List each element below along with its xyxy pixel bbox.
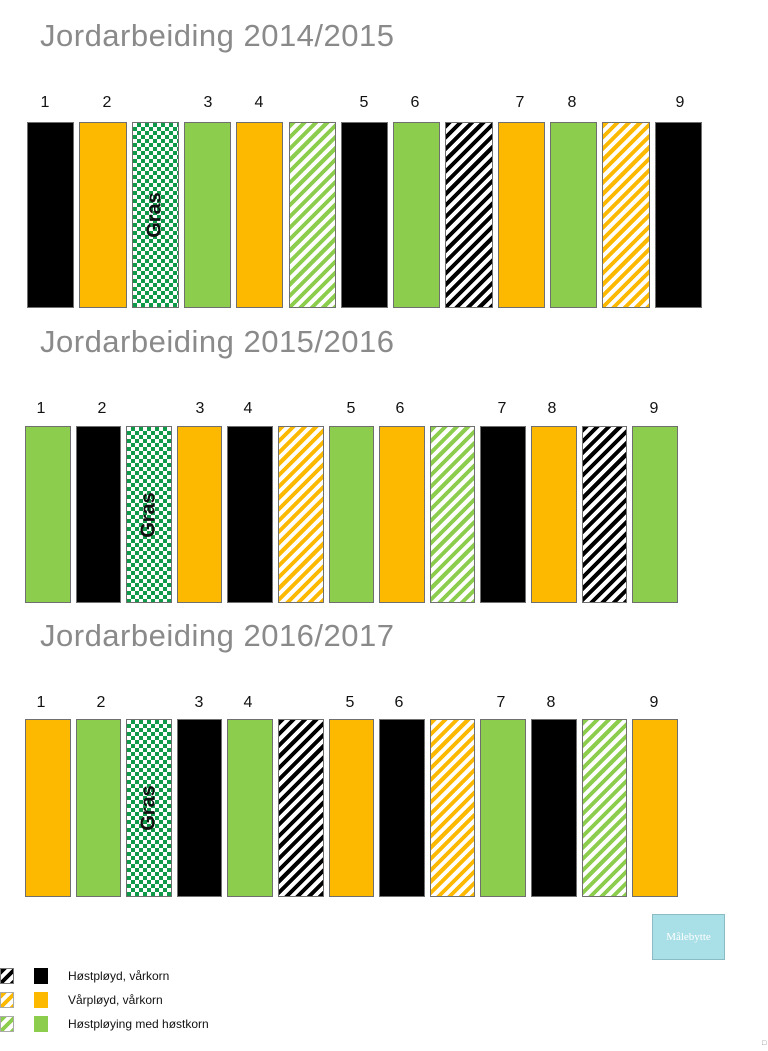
grass-label: Gras	[143, 192, 166, 238]
plot-strip-black	[27, 122, 75, 308]
plot-strip-yellow	[25, 719, 71, 897]
plot-number-label: 9	[649, 694, 659, 711]
plot-strip-yellow	[176, 426, 223, 603]
plot-strip-green	[183, 122, 232, 308]
plot-strip-black	[176, 719, 223, 897]
plot-number-label: 6	[394, 694, 404, 711]
plot-number-label: 5	[346, 400, 356, 417]
plot-number-label: 6	[410, 94, 420, 111]
legend-label: Høstpløying med høstkorn	[68, 1017, 209, 1031]
plot-strip-hatch-yellow	[602, 122, 650, 308]
plot-strip-hatch-yellow	[429, 719, 476, 897]
plot-strip-green	[227, 719, 273, 897]
plot-strip-green	[632, 426, 678, 603]
legend-pattern-swatch	[0, 992, 14, 1008]
plot-strip-yellow	[79, 122, 127, 308]
plot-number-label: 5	[345, 694, 355, 711]
plot-number-label: 1	[36, 694, 46, 711]
plot-number-label: 4	[243, 400, 253, 417]
plot-number-label: 1	[40, 94, 50, 111]
plot-strip-black	[75, 426, 122, 603]
plot-strip-green	[480, 719, 526, 897]
plot-strip-hatch-green	[429, 426, 476, 603]
grass-label: Gras	[137, 785, 160, 831]
plot-strip-black	[379, 719, 425, 897]
plot-number-label: 8	[546, 694, 556, 711]
plot-strip-black	[531, 719, 577, 897]
plot-strip-green	[75, 719, 122, 897]
plot-number-label: 6	[395, 400, 405, 417]
plot-number-label: 9	[649, 400, 659, 417]
legend-color-swatch	[34, 1016, 48, 1032]
plot-number-label: 8	[567, 94, 577, 111]
plot-number-label: 3	[194, 694, 204, 711]
plot-strip-black	[227, 426, 273, 603]
plot-strip-hatch-black	[278, 719, 324, 897]
grass-label: Gras	[137, 491, 160, 538]
legend-pattern-swatch	[0, 1016, 14, 1032]
plot-strip-green	[393, 122, 441, 308]
plot-strip-hatch-yellow	[278, 426, 324, 603]
plot-strip-yellow	[531, 426, 577, 603]
plot-strip-green	[328, 426, 375, 603]
plot-number-label: 7	[496, 694, 506, 711]
plot-strip-yellow	[632, 719, 678, 897]
plot-strip-yellow	[328, 719, 375, 897]
plot-number-label: 7	[515, 94, 525, 111]
maalebytte-button[interactable]: Målebytte	[652, 914, 725, 960]
plot-number-label: 2	[96, 694, 106, 711]
plot-number-label: 2	[97, 400, 107, 417]
plot-strip-black	[654, 122, 702, 308]
grass-strip: Gras	[126, 426, 172, 603]
plot-number-label: 4	[254, 94, 264, 111]
plot-strip-yellow	[236, 122, 284, 308]
section-title: Jordarbeiding 2015/2016	[40, 324, 395, 359]
plot-number-label: 3	[195, 400, 205, 417]
plot-number-label: 7	[497, 400, 507, 417]
plot-strip-green	[550, 122, 598, 308]
plot-strip-yellow	[379, 426, 425, 603]
plot-strip-green	[25, 426, 71, 603]
plot-strip-black	[480, 426, 526, 603]
grass-strip: Gras	[131, 122, 179, 308]
plot-strip-yellow	[497, 122, 545, 308]
plot-number-label: 8	[547, 400, 557, 417]
legend-color-swatch	[34, 968, 48, 984]
section-title: Jordarbeiding 2016/2017	[40, 618, 395, 653]
legend-label: Vårpløyd, vårkorn	[68, 993, 163, 1007]
plot-strip-hatch-black	[445, 122, 493, 308]
plot-strip-hatch-green	[581, 719, 628, 897]
plot-number-label: 4	[243, 694, 253, 711]
legend-label: Høstpløyd, vårkorn	[68, 969, 170, 983]
plot-strip-black	[340, 122, 389, 308]
plot-number-label: 9	[675, 94, 685, 111]
grass-strip: Gras	[126, 719, 172, 897]
plot-strip-hatch-black	[581, 426, 628, 603]
section-title: Jordarbeiding 2014/2015	[40, 18, 395, 53]
plot-number-label: 3	[203, 94, 213, 111]
plot-number-label: 5	[359, 94, 369, 111]
plot-number-label: 2	[102, 94, 112, 111]
plot-strip-hatch-green	[288, 122, 336, 308]
plot-number-label: 1	[36, 400, 46, 417]
legend-pattern-swatch	[0, 968, 14, 984]
corner-mark: □	[762, 1040, 767, 1047]
legend-color-swatch	[34, 992, 48, 1008]
